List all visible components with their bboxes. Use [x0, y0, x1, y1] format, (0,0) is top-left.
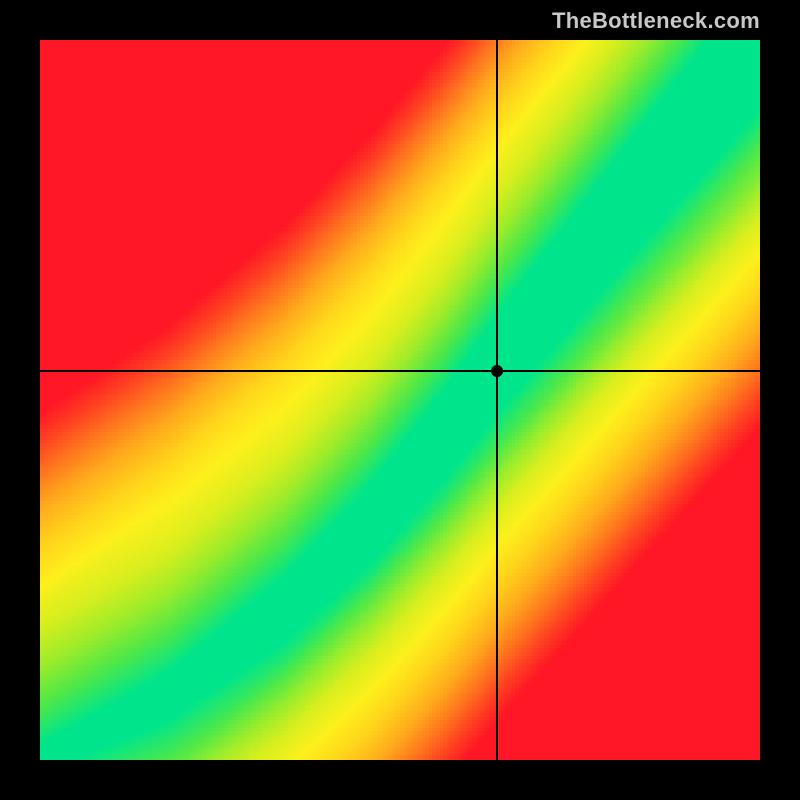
system-marker-dot: [491, 365, 503, 377]
crosshair-vertical: [496, 40, 498, 760]
watermark-text: TheBottleneck.com: [552, 8, 760, 34]
plot-area: [40, 40, 760, 760]
crosshair-horizontal: [40, 370, 760, 372]
chart-frame: TheBottleneck.com: [0, 0, 800, 800]
bottleneck-heatmap: [40, 40, 760, 760]
